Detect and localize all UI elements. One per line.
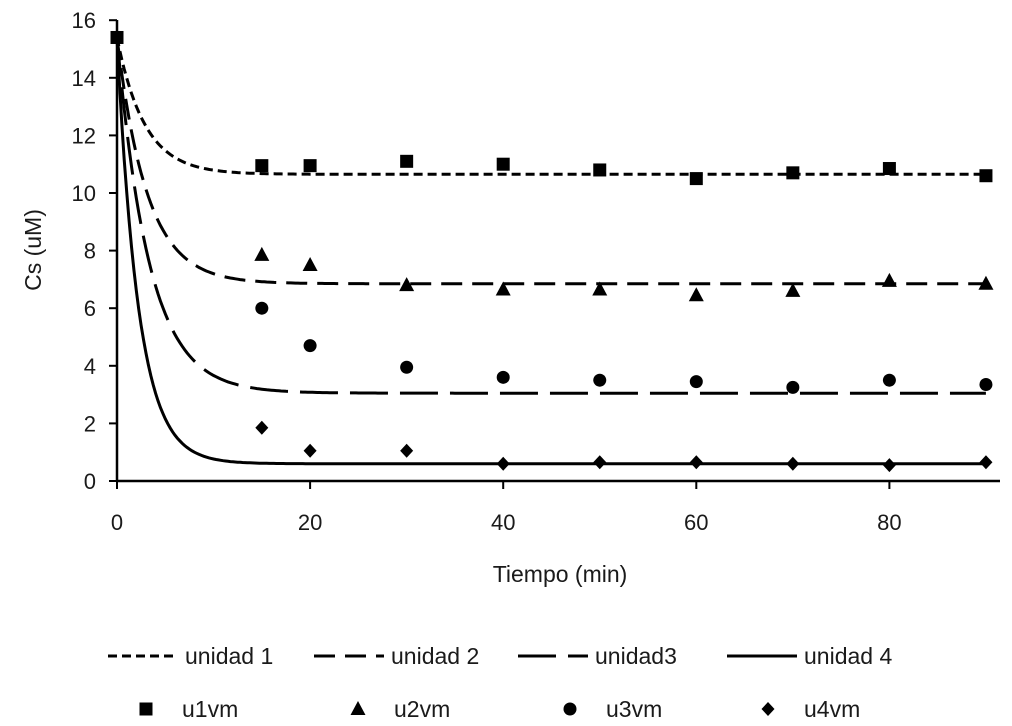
y-tick-label: 12 xyxy=(72,123,96,148)
data-point-triangle xyxy=(254,246,270,261)
legend-marker-swatch xyxy=(761,702,775,716)
y-tick-label: 14 xyxy=(72,66,96,91)
data-point-diamond xyxy=(593,455,607,470)
data-point-triangle xyxy=(881,272,897,287)
data-point-square xyxy=(593,163,607,177)
data-point-triangle xyxy=(592,281,608,296)
y-tick-label: 0 xyxy=(84,469,96,494)
legend-label: u3vm xyxy=(606,696,662,722)
data-point-square xyxy=(303,159,317,173)
data-point-triangle xyxy=(302,257,318,271)
y-tick-label: 16 xyxy=(72,8,96,33)
data-point-diamond xyxy=(979,455,993,470)
x-tick-label: 0 xyxy=(111,510,123,535)
data-point-square xyxy=(786,166,800,180)
legend-label: unidad 4 xyxy=(804,643,892,669)
x-tick-label: 60 xyxy=(684,510,708,535)
y-tick-label: 6 xyxy=(84,296,96,321)
legend-label: unidad3 xyxy=(595,643,677,669)
data-point-square xyxy=(496,157,510,171)
data-point-circle xyxy=(882,373,896,387)
data-point-triangle xyxy=(399,277,415,292)
legend-marker-swatch xyxy=(139,702,153,716)
model-curves xyxy=(115,37,986,466)
model-curve-2 xyxy=(115,37,986,286)
data-point-diamond xyxy=(882,458,896,473)
data-point-circle xyxy=(400,360,414,374)
x-tick-label: 20 xyxy=(298,510,322,535)
y-axis-label: Cs (uM) xyxy=(20,209,46,291)
data-point-triangle xyxy=(785,282,801,297)
model-curve-3 xyxy=(115,37,986,395)
legend: unidad 1 unidad 2 unidad3 unidad 4 u1vm u2vm u… xyxy=(108,643,892,722)
data-point-diamond xyxy=(255,420,269,435)
x-tick-label: 80 xyxy=(877,510,901,535)
y-tick-label: 8 xyxy=(84,239,96,264)
legend-label: unidad 1 xyxy=(185,643,273,669)
y-tick-label: 4 xyxy=(84,354,96,379)
data-point-square xyxy=(882,162,896,176)
x-tick-label: 40 xyxy=(491,510,515,535)
y-tick-label: 2 xyxy=(84,411,96,436)
model-curve-1 xyxy=(115,37,986,176)
data-point-circle xyxy=(689,375,703,389)
x-axis-label: Tiempo (min) xyxy=(493,561,628,587)
data-point-circle xyxy=(496,370,510,384)
legend-label: unidad 2 xyxy=(391,643,479,669)
legend-label: u4vm xyxy=(804,696,860,722)
data-point-diamond xyxy=(400,443,414,458)
x-tick-labels: 0 20 40 60 80 xyxy=(111,481,902,535)
data-point-triangle xyxy=(688,287,704,302)
data-point-circle xyxy=(979,378,993,392)
legend-marker-swatch xyxy=(563,702,577,716)
legend-marker-swatch xyxy=(350,701,366,715)
legend-label: u1vm xyxy=(182,696,238,722)
y-tick-label: 10 xyxy=(72,181,96,206)
data-point-square xyxy=(255,159,269,173)
data-point-triangle xyxy=(495,281,511,296)
data-point-circle xyxy=(786,380,800,394)
data-point-diamond xyxy=(689,455,703,470)
legend-label: u2vm xyxy=(394,696,450,722)
data-point-circle xyxy=(255,301,269,315)
data-point-diamond xyxy=(786,456,800,471)
axes xyxy=(115,20,1000,483)
data-point-circle xyxy=(303,339,317,353)
measured-markers xyxy=(110,30,994,473)
data-point-square xyxy=(689,172,703,186)
data-point-triangle xyxy=(978,275,994,290)
model-curve-4 xyxy=(115,37,986,466)
data-point-circle xyxy=(593,373,607,387)
data-point-diamond xyxy=(496,456,510,471)
data-point-square xyxy=(979,169,993,183)
y-tick-labels: 0 2 4 6 8 10 12 14 16 xyxy=(72,8,117,494)
data-point-diamond xyxy=(303,443,317,458)
data-point-square xyxy=(400,154,414,168)
